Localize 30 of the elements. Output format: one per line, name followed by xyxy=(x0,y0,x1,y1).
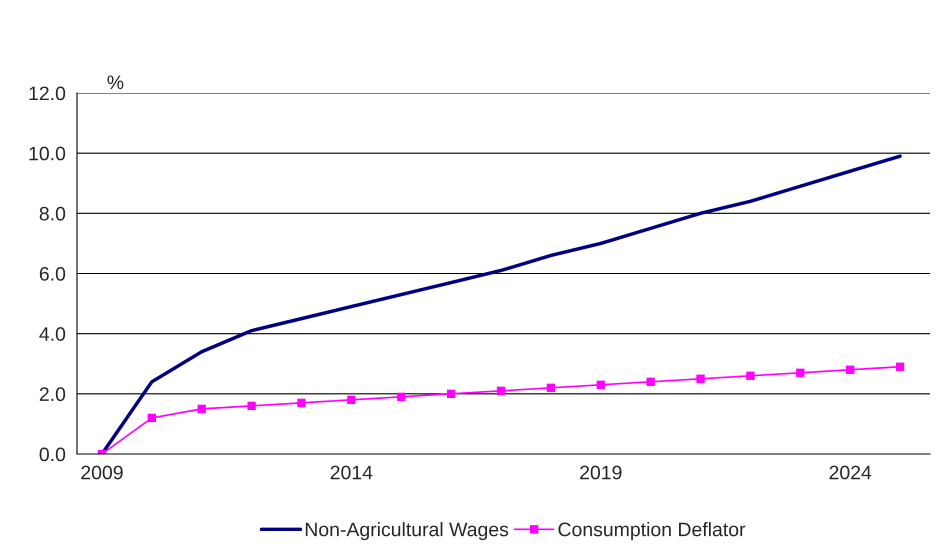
y-tick-label: 8.0 xyxy=(40,206,66,221)
point xyxy=(446,390,456,398)
legend-label: Consumption Deflator xyxy=(558,522,746,540)
point xyxy=(247,402,256,410)
y-axis-title: % xyxy=(107,75,124,90)
point xyxy=(796,368,804,377)
point xyxy=(696,374,705,383)
point xyxy=(496,386,506,395)
point xyxy=(596,380,605,389)
point xyxy=(646,378,655,386)
point xyxy=(846,366,854,374)
y-tick-label: 10.0 xyxy=(30,146,66,160)
x-tick-label: 2014 xyxy=(330,466,372,480)
y-tick-label: 4.0 xyxy=(39,327,66,341)
y-tick-label: 12.0 xyxy=(30,86,66,100)
y-tick-label: 2.0 xyxy=(40,387,66,402)
x-tick-label: 2019 xyxy=(580,466,622,480)
legend-label: Non-Agricultural Wages xyxy=(306,522,508,540)
point xyxy=(148,414,156,422)
point xyxy=(546,384,556,392)
point xyxy=(746,372,755,380)
x-tick-label: 2009 xyxy=(81,466,123,480)
point xyxy=(896,362,904,371)
point xyxy=(297,398,306,408)
point xyxy=(198,404,206,414)
x-tick-label: 2024 xyxy=(830,466,872,480)
y-tick-label: 0.0 xyxy=(40,447,66,462)
point xyxy=(397,392,406,402)
point xyxy=(347,396,356,404)
y-tick-label: 6.0 xyxy=(40,266,66,281)
